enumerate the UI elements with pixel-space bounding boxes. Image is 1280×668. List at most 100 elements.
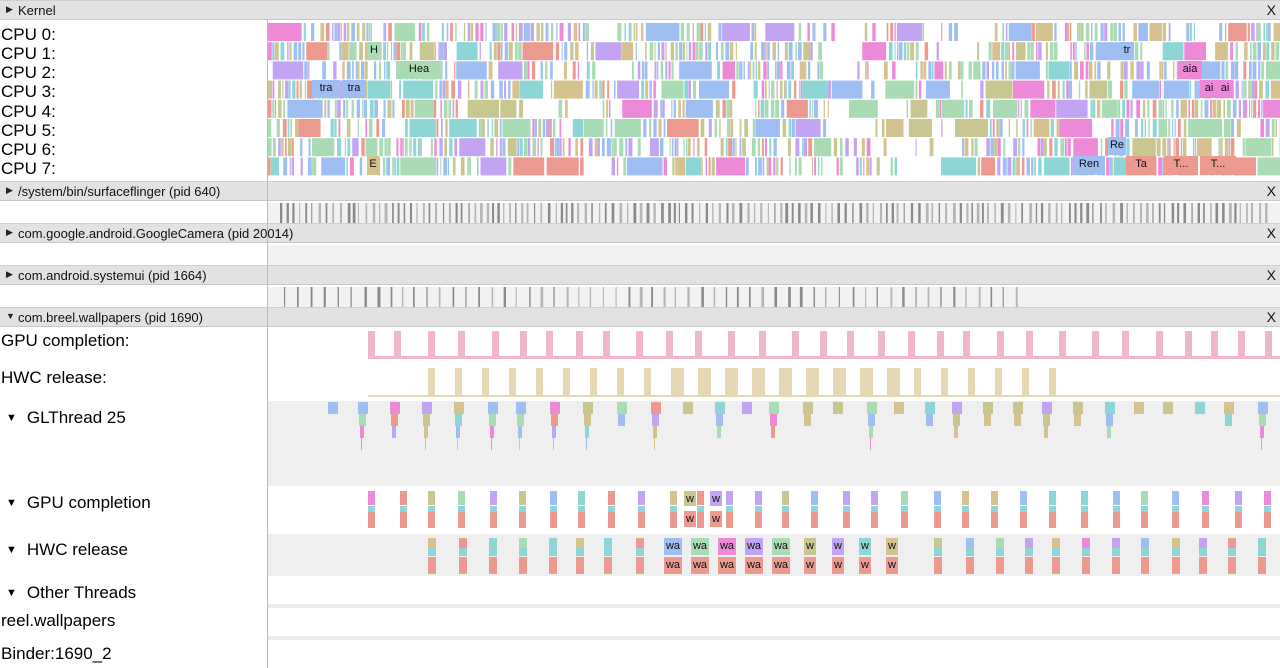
glthread-slice[interactable] bbox=[392, 426, 396, 438]
cpu-slice[interactable] bbox=[444, 138, 448, 157]
cpu-slice[interactable] bbox=[287, 42, 289, 61]
process-activity[interactable] bbox=[653, 203, 656, 223]
process-activity[interactable] bbox=[1061, 203, 1063, 223]
process-activity[interactable] bbox=[1112, 203, 1116, 223]
cpu-slice[interactable] bbox=[1074, 61, 1079, 80]
cpu-slice[interactable] bbox=[999, 119, 1003, 137]
cpu-slice[interactable] bbox=[980, 99, 984, 118]
cpu-slice[interactable] bbox=[343, 99, 346, 118]
process-activity[interactable] bbox=[1158, 203, 1161, 223]
hwc-release-slice[interactable] bbox=[1258, 557, 1266, 574]
hwc-release-slice[interactable] bbox=[549, 548, 557, 556]
cpu-slice[interactable] bbox=[1235, 42, 1238, 61]
gpu-completion-slice[interactable] bbox=[908, 331, 915, 358]
cpu-slice[interactable] bbox=[729, 42, 734, 61]
cpu-slice[interactable] bbox=[831, 23, 835, 41]
process-activity[interactable] bbox=[364, 287, 367, 307]
process-activity[interactable] bbox=[540, 203, 543, 223]
cpu-slice[interactable] bbox=[538, 119, 542, 137]
cpu-slice[interactable] bbox=[896, 23, 922, 41]
gpu-completion-slice[interactable] bbox=[1081, 512, 1088, 528]
process-activity[interactable] bbox=[699, 203, 701, 223]
hwc-release-slice[interactable] bbox=[519, 538, 527, 548]
cpu-slice[interactable] bbox=[1141, 119, 1144, 137]
cpu-slice[interactable] bbox=[1162, 42, 1184, 61]
gpu-completion-slice[interactable] bbox=[1049, 512, 1056, 528]
cpu-slice[interactable] bbox=[321, 157, 346, 176]
cpu-slice[interactable] bbox=[700, 23, 704, 41]
hwc-release-slice[interactable] bbox=[966, 557, 974, 574]
gpu-completion-slice[interactable] bbox=[608, 491, 615, 505]
cpu-slice[interactable] bbox=[606, 99, 609, 118]
cpu-slice[interactable] bbox=[773, 157, 776, 176]
cpu-slice[interactable] bbox=[445, 80, 449, 99]
cpu-slice[interactable] bbox=[673, 99, 676, 118]
cpu-slice[interactable] bbox=[550, 80, 553, 99]
cpu-slice[interactable] bbox=[866, 157, 870, 176]
cpu-slice[interactable] bbox=[1147, 99, 1150, 118]
cpu-slice[interactable] bbox=[467, 99, 500, 118]
cpu-slice[interactable] bbox=[419, 42, 434, 61]
gpu-completion-slice[interactable] bbox=[490, 491, 497, 505]
cpu-slice[interactable] bbox=[888, 42, 893, 61]
cpu-slice[interactable] bbox=[378, 61, 382, 80]
cpu-slice[interactable] bbox=[799, 61, 807, 80]
cpu-slice[interactable] bbox=[287, 99, 323, 118]
cpu-slice[interactable] bbox=[751, 138, 756, 157]
process-activity[interactable] bbox=[945, 203, 948, 223]
hwc-release-slice[interactable] bbox=[489, 548, 497, 556]
cpu-slice[interactable] bbox=[686, 138, 688, 157]
cpu-slice[interactable] bbox=[452, 157, 456, 176]
process-activity[interactable] bbox=[931, 203, 934, 223]
process-activity[interactable] bbox=[503, 287, 507, 307]
cpu-slice[interactable] bbox=[499, 138, 502, 157]
cpu-slice[interactable] bbox=[1231, 119, 1235, 137]
expand-arrow-icon[interactable]: ▶ bbox=[6, 185, 13, 195]
cpu-slice[interactable] bbox=[356, 61, 360, 80]
hwc-release-slice[interactable]: wa bbox=[664, 538, 682, 555]
process-activity[interactable] bbox=[1068, 203, 1071, 223]
cpu-slice[interactable] bbox=[795, 42, 797, 61]
cpu-slice[interactable] bbox=[442, 80, 446, 99]
gpu-completion-slice[interactable] bbox=[991, 491, 998, 505]
gpu-completion-slice[interactable] bbox=[608, 506, 615, 512]
gpu-completion-slice[interactable] bbox=[726, 491, 733, 505]
cpu-slice[interactable] bbox=[770, 99, 775, 118]
gpu-completion-slice[interactable] bbox=[1059, 331, 1066, 358]
cpu-slice[interactable] bbox=[1252, 61, 1257, 80]
cpu-slice[interactable] bbox=[460, 157, 465, 176]
cpu-slice[interactable] bbox=[809, 99, 811, 118]
hwc-release-slice[interactable] bbox=[1082, 557, 1090, 574]
cpu-slice[interactable] bbox=[853, 138, 857, 157]
close-kernel-button[interactable]: X bbox=[1266, 2, 1276, 18]
process-activity[interactable] bbox=[748, 287, 751, 307]
cpu-slice[interactable] bbox=[1018, 138, 1021, 157]
gpu-completion-slice[interactable] bbox=[782, 512, 789, 528]
cpu-slice[interactable] bbox=[422, 23, 425, 41]
cpu-slice[interactable] bbox=[1125, 119, 1130, 137]
cpu-slice[interactable] bbox=[745, 157, 749, 176]
process-activity[interactable] bbox=[403, 203, 406, 223]
cpu-slice[interactable]: tra bbox=[342, 80, 366, 98]
cpu-slice[interactable] bbox=[512, 80, 520, 99]
process-activity[interactable] bbox=[952, 203, 956, 223]
gpu-completion-slice[interactable] bbox=[608, 512, 615, 528]
cpu-slice[interactable] bbox=[532, 119, 535, 137]
glthread-slice[interactable] bbox=[424, 426, 428, 438]
process-activity[interactable] bbox=[813, 287, 815, 307]
cpu-slice[interactable] bbox=[695, 42, 699, 61]
cpu-slice[interactable]: ai bbox=[1217, 80, 1233, 98]
cpu-slice[interactable] bbox=[876, 157, 880, 176]
cpu-slice[interactable] bbox=[368, 119, 373, 137]
cpu-slice[interactable] bbox=[1253, 99, 1257, 118]
cpu-slice[interactable] bbox=[1100, 138, 1103, 157]
kernel-header[interactable]: ▶ Kernel X bbox=[0, 0, 1280, 20]
glthread-slice[interactable] bbox=[1014, 414, 1021, 426]
cpu-slice[interactable] bbox=[298, 42, 302, 61]
glthread-slice[interactable] bbox=[771, 426, 775, 438]
cpu-slice[interactable]: T... bbox=[1164, 156, 1198, 175]
cpu-slice[interactable] bbox=[1233, 157, 1257, 176]
cpu-slice[interactable] bbox=[669, 138, 671, 157]
cpu-slice[interactable]: Hea bbox=[396, 61, 442, 79]
cpu-slice[interactable] bbox=[769, 138, 772, 157]
